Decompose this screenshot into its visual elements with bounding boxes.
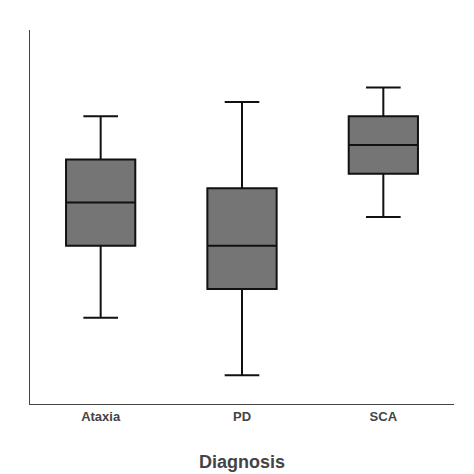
svg-text:Diagnosis: Diagnosis <box>199 452 285 472</box>
svg-text:PD: PD <box>233 409 251 424</box>
svg-text:Ataxia: Ataxia <box>81 409 121 424</box>
svg-text:SCA: SCA <box>370 409 398 424</box>
